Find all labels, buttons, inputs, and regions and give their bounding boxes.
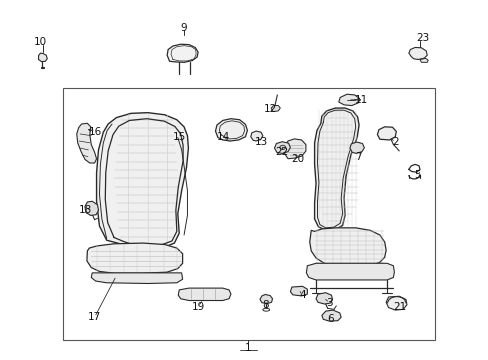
Polygon shape bbox=[215, 119, 247, 141]
Polygon shape bbox=[321, 310, 341, 321]
Text: 14: 14 bbox=[216, 132, 229, 142]
Text: 10: 10 bbox=[34, 37, 47, 48]
Polygon shape bbox=[408, 48, 427, 59]
Polygon shape bbox=[309, 228, 386, 267]
Polygon shape bbox=[314, 108, 358, 230]
Bar bbox=[63, 88, 435, 339]
Polygon shape bbox=[349, 142, 364, 153]
Polygon shape bbox=[250, 131, 263, 141]
Polygon shape bbox=[91, 273, 182, 283]
Polygon shape bbox=[419, 58, 427, 62]
Polygon shape bbox=[284, 139, 305, 159]
Polygon shape bbox=[290, 286, 307, 296]
Polygon shape bbox=[87, 243, 182, 273]
Text: 11: 11 bbox=[354, 95, 367, 105]
Polygon shape bbox=[306, 263, 393, 280]
Ellipse shape bbox=[279, 145, 285, 149]
Text: 22: 22 bbox=[275, 147, 288, 157]
Text: 12: 12 bbox=[264, 104, 277, 114]
Polygon shape bbox=[260, 294, 272, 304]
Polygon shape bbox=[338, 94, 359, 105]
Polygon shape bbox=[386, 296, 406, 310]
Polygon shape bbox=[167, 44, 198, 62]
Polygon shape bbox=[39, 53, 47, 62]
Text: 20: 20 bbox=[290, 154, 304, 165]
Text: 21: 21 bbox=[393, 302, 406, 311]
Polygon shape bbox=[178, 288, 230, 301]
Polygon shape bbox=[270, 105, 280, 112]
Text: 19: 19 bbox=[191, 302, 204, 311]
Text: 6: 6 bbox=[326, 314, 333, 324]
Text: 5: 5 bbox=[413, 170, 420, 180]
Text: 1: 1 bbox=[244, 343, 251, 354]
Text: 15: 15 bbox=[173, 132, 186, 142]
Text: 18: 18 bbox=[79, 205, 92, 215]
Text: 13: 13 bbox=[255, 138, 268, 148]
Polygon shape bbox=[274, 142, 290, 153]
Polygon shape bbox=[377, 127, 395, 140]
Text: 4: 4 bbox=[299, 290, 305, 300]
Polygon shape bbox=[85, 201, 98, 215]
Text: 17: 17 bbox=[88, 312, 101, 322]
Text: 23: 23 bbox=[415, 33, 428, 43]
Text: 8: 8 bbox=[262, 300, 268, 310]
Polygon shape bbox=[315, 293, 332, 304]
Text: 7: 7 bbox=[355, 152, 361, 162]
Text: 9: 9 bbox=[180, 23, 186, 33]
Text: 3: 3 bbox=[325, 298, 332, 308]
Polygon shape bbox=[77, 123, 96, 163]
Text: 16: 16 bbox=[89, 127, 102, 137]
Text: 2: 2 bbox=[391, 138, 398, 148]
Polygon shape bbox=[96, 113, 188, 249]
